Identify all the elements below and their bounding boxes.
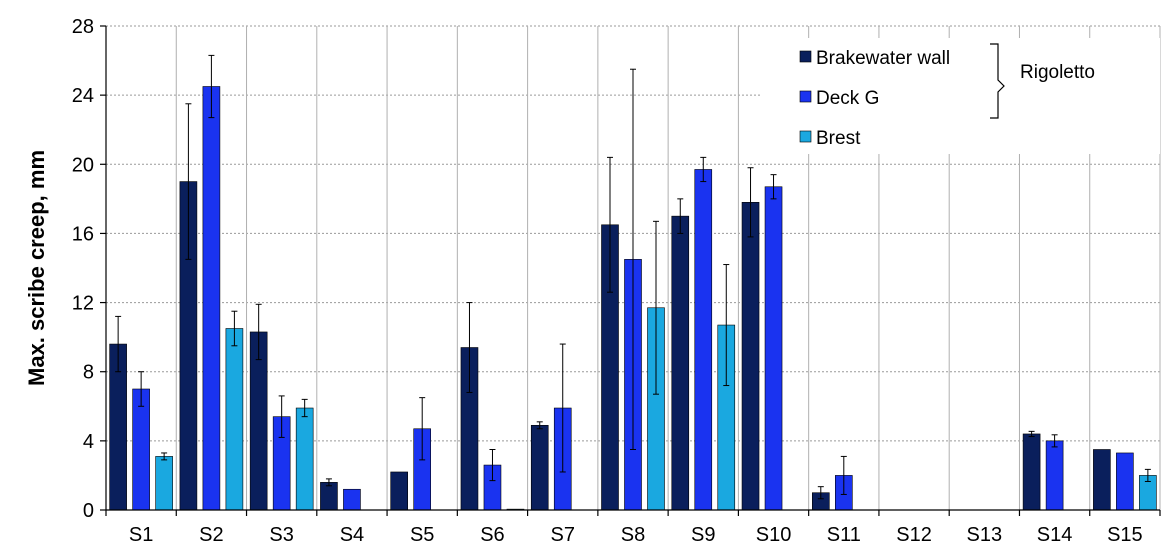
error-bar-brakewater-wall-s1 — [115, 315, 122, 373]
legend-swatch-deck-g — [799, 90, 812, 103]
x-tick-label-s1: S1 — [129, 524, 153, 546]
bar-deck-g-s1 — [132, 388, 150, 511]
legend-label-brakewater-wall: Brakewater wall — [816, 48, 950, 69]
error-bar-deck-g-s8 — [630, 68, 636, 450]
bar-deck-g-s9 — [694, 169, 713, 511]
legend-group-brace — [990, 43, 1005, 119]
y-axis-label: Max. scribe creep, mm — [24, 150, 49, 386]
error-bar-brakewater-wall-s3 — [255, 303, 262, 361]
legend-background — [760, 38, 1160, 154]
bars — [109, 86, 1157, 511]
bar-deck-g-s10 — [764, 186, 783, 511]
x-tick-label-s10: S10 — [756, 524, 792, 546]
error-bar-deck-g-s1 — [138, 371, 145, 407]
error-bar-brakewater-wall-s6 — [466, 302, 473, 393]
x-tick-label-s5: S5 — [410, 524, 434, 546]
x-tick-label-s6: S6 — [480, 524, 504, 546]
error-bar-deck-g-s11 — [840, 455, 847, 495]
error-bar-brakewater-wall-s14 — [1028, 430, 1035, 438]
y-tick-label: 20 — [72, 154, 94, 176]
error-bar-deck-g-s9 — [700, 156, 707, 183]
error-bar-brest-s3 — [301, 398, 308, 418]
error-bar-brest-s2 — [231, 310, 238, 347]
y-tick-label: 0 — [83, 500, 94, 522]
error-bar-deck-g-s14 — [1051, 434, 1058, 448]
error-bar-deck-g-s2 — [208, 54, 215, 119]
x-tick-label-s3: S3 — [269, 524, 293, 546]
error-bar-brakewater-wall-s10 — [747, 167, 754, 238]
legend-label-brest: Brest — [816, 128, 861, 149]
x-tick-label-s13: S13 — [967, 524, 1003, 546]
x-tick-label-s12: S12 — [896, 524, 932, 546]
x-tick-label-s11: S11 — [827, 524, 861, 546]
bar-deck-g-s15 — [1116, 452, 1134, 511]
legend-label-deck-g: Deck G — [816, 88, 879, 109]
legend-group-label: Rigoletto — [1020, 62, 1095, 83]
bar-brest-s1 — [155, 456, 173, 511]
legend-swatch-brest — [799, 130, 812, 143]
error-bar-brakewater-wall-s11 — [817, 486, 824, 500]
error-bar-deck-g-s7 — [559, 343, 566, 473]
error-bar-brakewater-wall-s7 — [536, 421, 543, 430]
y-tick-labels: 0 4 8 12 16 20 24 28 — [72, 16, 94, 522]
y-tick-label: 12 — [72, 293, 94, 315]
error-bar-brakewater-wall-s8 — [607, 156, 613, 293]
error-bar-deck-g-s6 — [489, 449, 496, 482]
x-tick-label-s15: S15 — [1107, 524, 1143, 546]
error-bar-brakewater-wall-s2 — [185, 103, 192, 260]
error-bar-brakewater-wall-s4 — [325, 478, 332, 487]
y-tick-label: 24 — [72, 85, 94, 107]
error-bar-brest-s15 — [1144, 468, 1151, 482]
error-bar-deck-g-s5 — [419, 397, 426, 461]
bar-deck-g-s14 — [1045, 440, 1064, 511]
bar-brakewater-wall-s10 — [741, 202, 760, 511]
bar-deck-g-s4 — [343, 488, 361, 511]
error-bar-brest-s8 — [653, 220, 659, 395]
bar-brakewater-wall-s7 — [530, 424, 549, 511]
x-tick-label-s8: S8 — [621, 524, 645, 546]
axes — [100, 25, 1161, 516]
x-tick-label-s14: S14 — [1037, 524, 1073, 546]
bar-brakewater-wall-s4 — [320, 482, 338, 511]
legend-swatch-brakewater-wall — [799, 50, 812, 63]
error-bar-deck-g-s3 — [278, 395, 285, 438]
error-bars — [115, 54, 1151, 500]
bar-brakewater-wall-s5 — [390, 471, 409, 511]
x-tick-label-s2: S2 — [199, 524, 223, 546]
x-tick-label-s9: S9 — [691, 524, 715, 546]
bar-brakewater-wall-s14 — [1022, 433, 1041, 511]
bar-deck-g-s2 — [202, 86, 221, 511]
y-tick-label: 4 — [83, 431, 94, 453]
y-tick-label: 16 — [72, 223, 94, 245]
error-bar-deck-g-s10 — [770, 174, 777, 200]
x-tick-label-s4: S4 — [340, 524, 364, 546]
x-tick-labels: S1 S2 S3 S4 S5 S6 S7 S8 S9 S10 S11 S12 S13 S14 S15 — [129, 524, 1143, 546]
legend: Brakewater wall Deck G Brest Rigoletto — [760, 38, 1160, 154]
bar-brakewater-wall-s9 — [671, 215, 690, 511]
y-tick-label: 28 — [72, 16, 94, 38]
error-bar-brest-s9 — [723, 264, 730, 387]
bar-brest-s3 — [295, 407, 314, 511]
error-bar-brakewater-wall-s9 — [677, 198, 684, 234]
bar-brest-s2 — [225, 328, 244, 511]
error-bar-brest-s1 — [161, 452, 168, 461]
x-tick-label-s7: S7 — [550, 524, 574, 546]
y-tick-label: 8 — [83, 362, 94, 384]
bar-brakewater-wall-s15 — [1093, 449, 1111, 511]
